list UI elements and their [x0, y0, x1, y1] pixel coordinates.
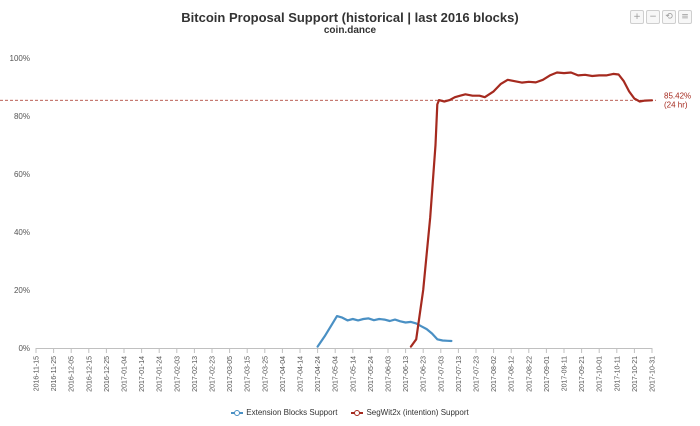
- x-tick-label: 2016-12-05: [69, 356, 76, 392]
- y-tick-label: 40%: [14, 228, 30, 237]
- x-tick-label: 2017-07-03: [438, 356, 445, 392]
- x-tick-label: 2017-04-04: [280, 356, 287, 392]
- x-tick-label: 2017-09-21: [579, 356, 586, 392]
- x-tick-label: 2017-06-03: [386, 356, 393, 392]
- reference-line-label: 85.42%: [664, 91, 691, 100]
- legend-item-segwit2x[interactable]: SegWit2x (intention) Support: [351, 408, 469, 417]
- legend-symbol-icon: [351, 409, 364, 417]
- x-tick-label: 2016-11-25: [51, 356, 58, 391]
- x-tick-label: 2016-12-15: [86, 356, 93, 392]
- y-tick-label: 100%: [10, 54, 30, 63]
- x-tick-label: 2017-10-31: [650, 356, 657, 392]
- y-tick-label: 60%: [14, 170, 30, 179]
- x-tick-label: 2017-06-23: [421, 356, 428, 392]
- chart-legend: Extension Blocks Support SegWit2x (inten…: [0, 408, 700, 417]
- x-tick-label: 2017-04-24: [315, 356, 322, 392]
- x-tick-label: 2017-09-01: [544, 356, 551, 392]
- chart-subtitle: coin.dance: [323, 25, 377, 36]
- x-tick-label: 2016-11-15: [34, 356, 41, 391]
- x-tick-label: 2017-07-13: [456, 356, 463, 392]
- reference-line-sublabel: (24 hr): [664, 100, 688, 109]
- x-tick-label: 2017-02-03: [174, 356, 181, 392]
- x-tick-label: 2017-03-15: [245, 356, 252, 392]
- reset-zoom-icon[interactable]: ⟲: [662, 10, 676, 24]
- x-tick-label: 2017-10-21: [632, 356, 639, 392]
- x-tick-label: 2017-09-11: [562, 356, 569, 391]
- x-tick-label: 2017-08-02: [491, 356, 498, 392]
- x-tick-label: 2017-02-23: [210, 356, 217, 392]
- download-icon[interactable]: ≡: [678, 10, 692, 24]
- y-tick-label: 80%: [14, 112, 30, 121]
- x-tick-label: 2017-02-13: [192, 356, 199, 392]
- x-tick-label: 2017-03-05: [227, 356, 234, 392]
- x-tick-label: 2017-06-13: [403, 356, 410, 392]
- series-line-segwit2x: [409, 71, 654, 348]
- zoom-out-icon[interactable]: −: [646, 10, 660, 24]
- x-tick-label: 2016-12-25: [104, 356, 111, 392]
- x-tick-label: 2017-10-11: [614, 356, 621, 391]
- x-tick-label: 2017-08-22: [526, 356, 533, 392]
- x-tick-label: 2017-05-04: [333, 356, 340, 392]
- y-tick-label: 20%: [14, 286, 30, 295]
- chart-title: Bitcoin Proposal Support (historical | l…: [181, 10, 519, 25]
- x-tick-label: 2017-01-24: [157, 356, 164, 392]
- x-tick-label: 2017-05-14: [350, 356, 357, 392]
- legend-item-extension-blocks[interactable]: Extension Blocks Support: [231, 408, 337, 417]
- zoom-in-icon[interactable]: +: [630, 10, 644, 24]
- series-line-extension-blocks: [316, 315, 453, 348]
- legend-symbol-icon: [231, 409, 244, 417]
- y-tick-label: 0%: [18, 344, 30, 353]
- legend-label: SegWit2x (intention) Support: [366, 408, 469, 417]
- x-tick-label: 2017-07-23: [474, 356, 481, 392]
- x-tick-label: 2017-03-25: [262, 356, 269, 392]
- chart-toolbar: + − ⟲ ≡: [630, 10, 692, 24]
- x-tick-label: 2017-04-14: [298, 356, 305, 392]
- x-tick-label: 2017-08-12: [509, 356, 516, 392]
- legend-label: Extension Blocks Support: [246, 408, 338, 417]
- x-tick-label: 2017-10-01: [597, 356, 604, 392]
- x-tick-label: 2017-01-14: [139, 356, 146, 392]
- x-tick-label: 2017-05-24: [368, 356, 375, 392]
- x-tick-label: 2017-01-04: [122, 356, 129, 392]
